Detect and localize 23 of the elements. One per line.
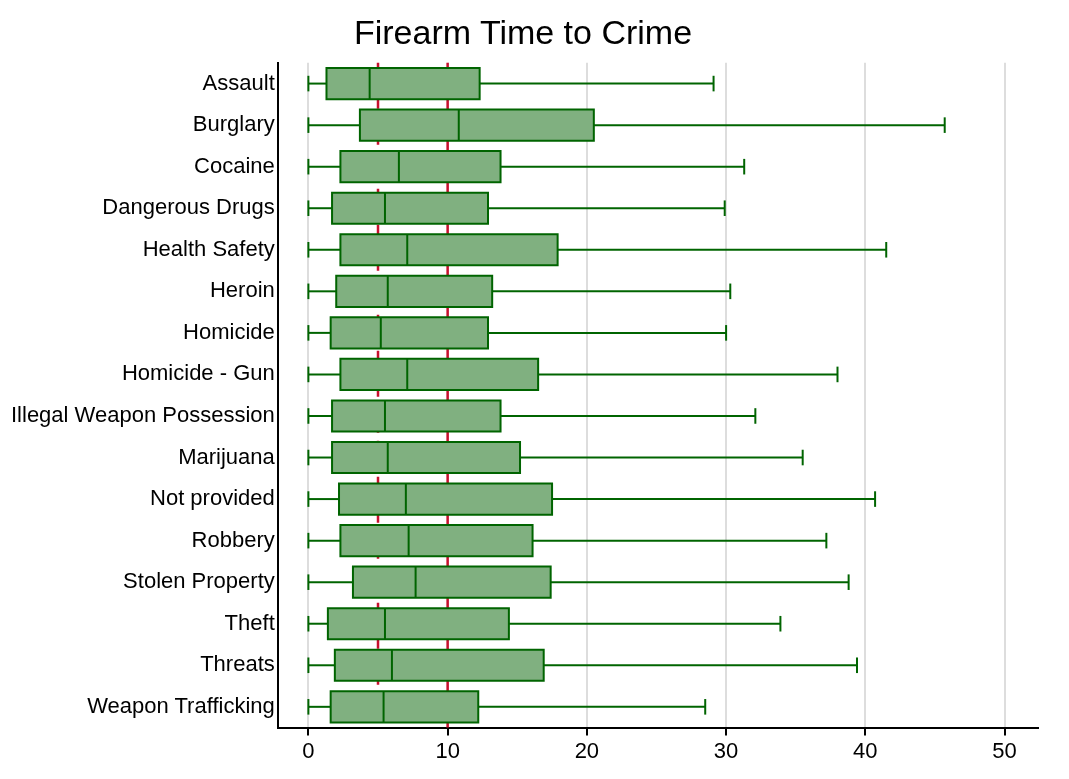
y-tick-label: Illegal Weapon Possession: [10, 402, 275, 428]
y-tick-label: Burglary: [192, 111, 275, 137]
y-tick-label: Not provided: [150, 485, 275, 511]
x-tick-label: 20: [574, 737, 600, 763]
x-tick-label: 50: [992, 737, 1017, 763]
y-tick-label: Homicide: [183, 318, 275, 344]
y-tick-label: Marijuana: [178, 443, 276, 469]
y-tick-label: Heroin: [209, 277, 275, 303]
x-tick-label: 0: [302, 737, 315, 763]
x-tick-label: 40: [853, 737, 878, 763]
y-tick-label: Assault: [202, 69, 275, 95]
y-tick-label: Threats: [200, 651, 275, 677]
y-tick-label: Dangerous Drugs: [102, 194, 275, 220]
y-tick-label: Theft: [224, 609, 275, 635]
x-tick-label: 10: [435, 737, 460, 763]
x-tick-label: 30: [713, 737, 739, 763]
y-tick-label: Homicide - Gun: [121, 360, 275, 386]
y-tick-label: Robbery: [191, 526, 275, 552]
y-tick-label: Weapon Trafficking: [87, 692, 275, 718]
y-tick-label: Health Safety: [142, 235, 275, 261]
y-tick-label: Stolen Property: [123, 568, 275, 594]
chart-title: Firearm Time to Crime: [353, 12, 693, 51]
y-tick-label: Cocaine: [194, 152, 275, 178]
